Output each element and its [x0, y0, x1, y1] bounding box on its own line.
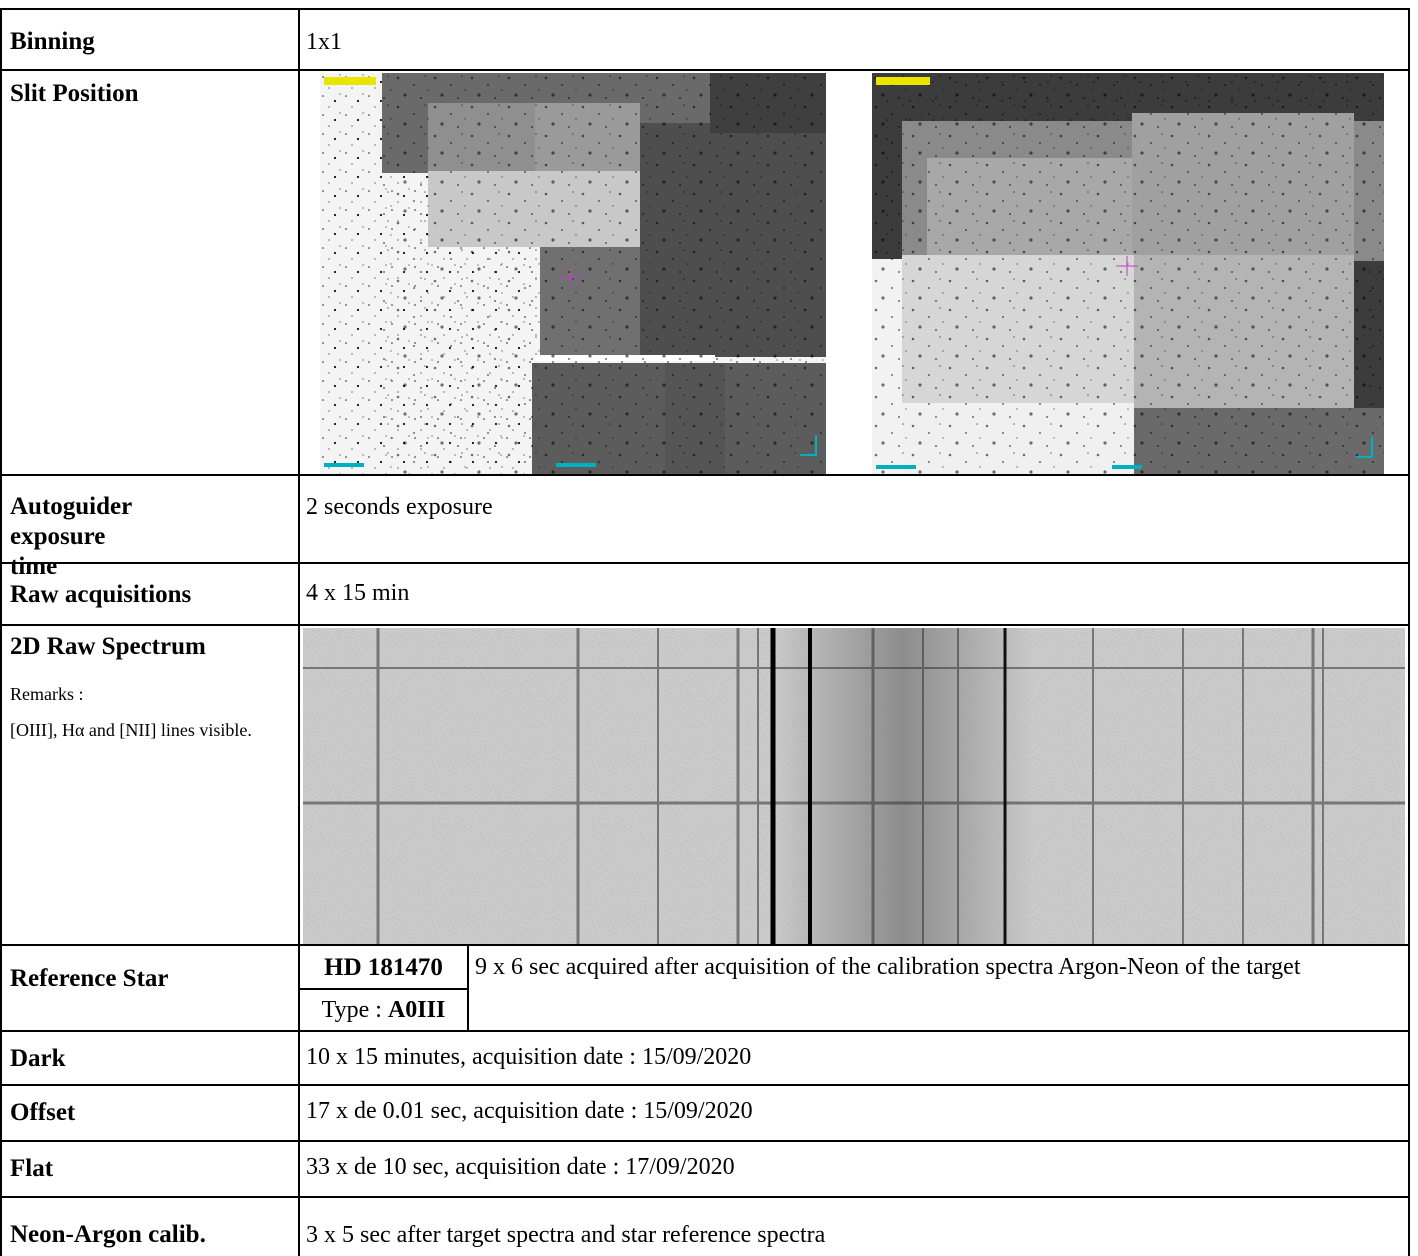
reference-star-type-label: Type :	[321, 997, 388, 1023]
remarks-label: Remarks :	[10, 684, 84, 704]
raw-acquisitions-value: 4 x 15 min	[306, 580, 410, 606]
slit-image-left	[320, 73, 826, 474]
slit-position-label: Slit Position	[10, 80, 139, 107]
row-slit-position: Slit Position	[0, 71, 1410, 476]
column-divider	[298, 71, 300, 474]
row-raw-acquisitions: Raw acquisitions 4 x 15 min	[0, 564, 1410, 626]
remarks-text: [OIII], Hα and [NII] lines visible.	[10, 720, 252, 740]
row-neon-argon: Neon-Argon calib. 3 x 5 sec after target…	[0, 1198, 1410, 1256]
reference-star-divider	[467, 946, 469, 1030]
column-divider	[298, 1086, 300, 1140]
binning-value: 1x1	[306, 29, 342, 55]
autoguider-label: Autoguider exposure time	[10, 492, 290, 582]
neon-argon-label: Neon-Argon calib.	[10, 1221, 206, 1248]
column-divider	[298, 1142, 300, 1196]
reference-star-name: HD 181470	[300, 946, 467, 990]
offset-label: Offset	[10, 1099, 76, 1126]
autoguider-label-line2: time	[10, 553, 58, 580]
dark-value: 10 x 15 minutes, acquisition date : 15/0…	[306, 1044, 752, 1070]
table-top-border	[0, 8, 1410, 10]
raw-spectrum-image	[303, 628, 1405, 944]
autoguider-value: 2 seconds exposure	[306, 494, 493, 520]
flat-value: 33 x de 10 sec, acquisition date : 17/09…	[306, 1154, 735, 1180]
column-divider	[298, 476, 300, 562]
dark-label: Dark	[10, 1045, 66, 1072]
flat-label: Flat	[10, 1155, 54, 1182]
row-binning: Binning 1x1	[0, 9, 1410, 71]
neon-argon-value: 3 x 5 sec after target spectra and star …	[306, 1222, 826, 1248]
row-dark: Dark 10 x 15 minutes, acquisition date :…	[0, 1032, 1410, 1086]
column-divider	[298, 564, 300, 624]
column-divider	[298, 1032, 300, 1084]
row-2d-raw-spectrum: 2D Raw Spectrum Remarks : [OIII], Hα and…	[0, 626, 1410, 946]
column-divider	[298, 946, 300, 1030]
row-reference-star: Reference Star HD 181470 Type : A0III 9 …	[0, 946, 1410, 1032]
reference-star-label: Reference Star	[10, 965, 169, 992]
row-autoguider: Autoguider exposure time 2 seconds expos…	[0, 476, 1410, 580]
offset-value: 17 x de 0.01 sec, acquisition date : 15/…	[306, 1098, 753, 1124]
row-flat: Flat 33 x de 10 sec, acquisition date : …	[0, 1142, 1410, 1198]
column-divider	[298, 9, 300, 69]
column-divider	[298, 626, 300, 944]
reference-star-type-value: A0III	[387, 997, 446, 1023]
raw-acquisitions-label: Raw acquisitions	[10, 581, 192, 608]
slit-image-right	[872, 73, 1384, 474]
spectrum-label: 2D Raw Spectrum	[10, 633, 206, 660]
reference-star-type: Type : A0III	[300, 990, 467, 1030]
autoguider-label-line1: Autoguider exposure	[10, 493, 132, 550]
binning-label: Binning	[10, 28, 95, 55]
reference-star-description: 9 x 6 sec acquired after acquisition of …	[475, 954, 1301, 980]
column-divider	[298, 1198, 300, 1256]
row-offset: Offset 17 x de 0.01 sec, acquisition dat…	[0, 1086, 1410, 1142]
